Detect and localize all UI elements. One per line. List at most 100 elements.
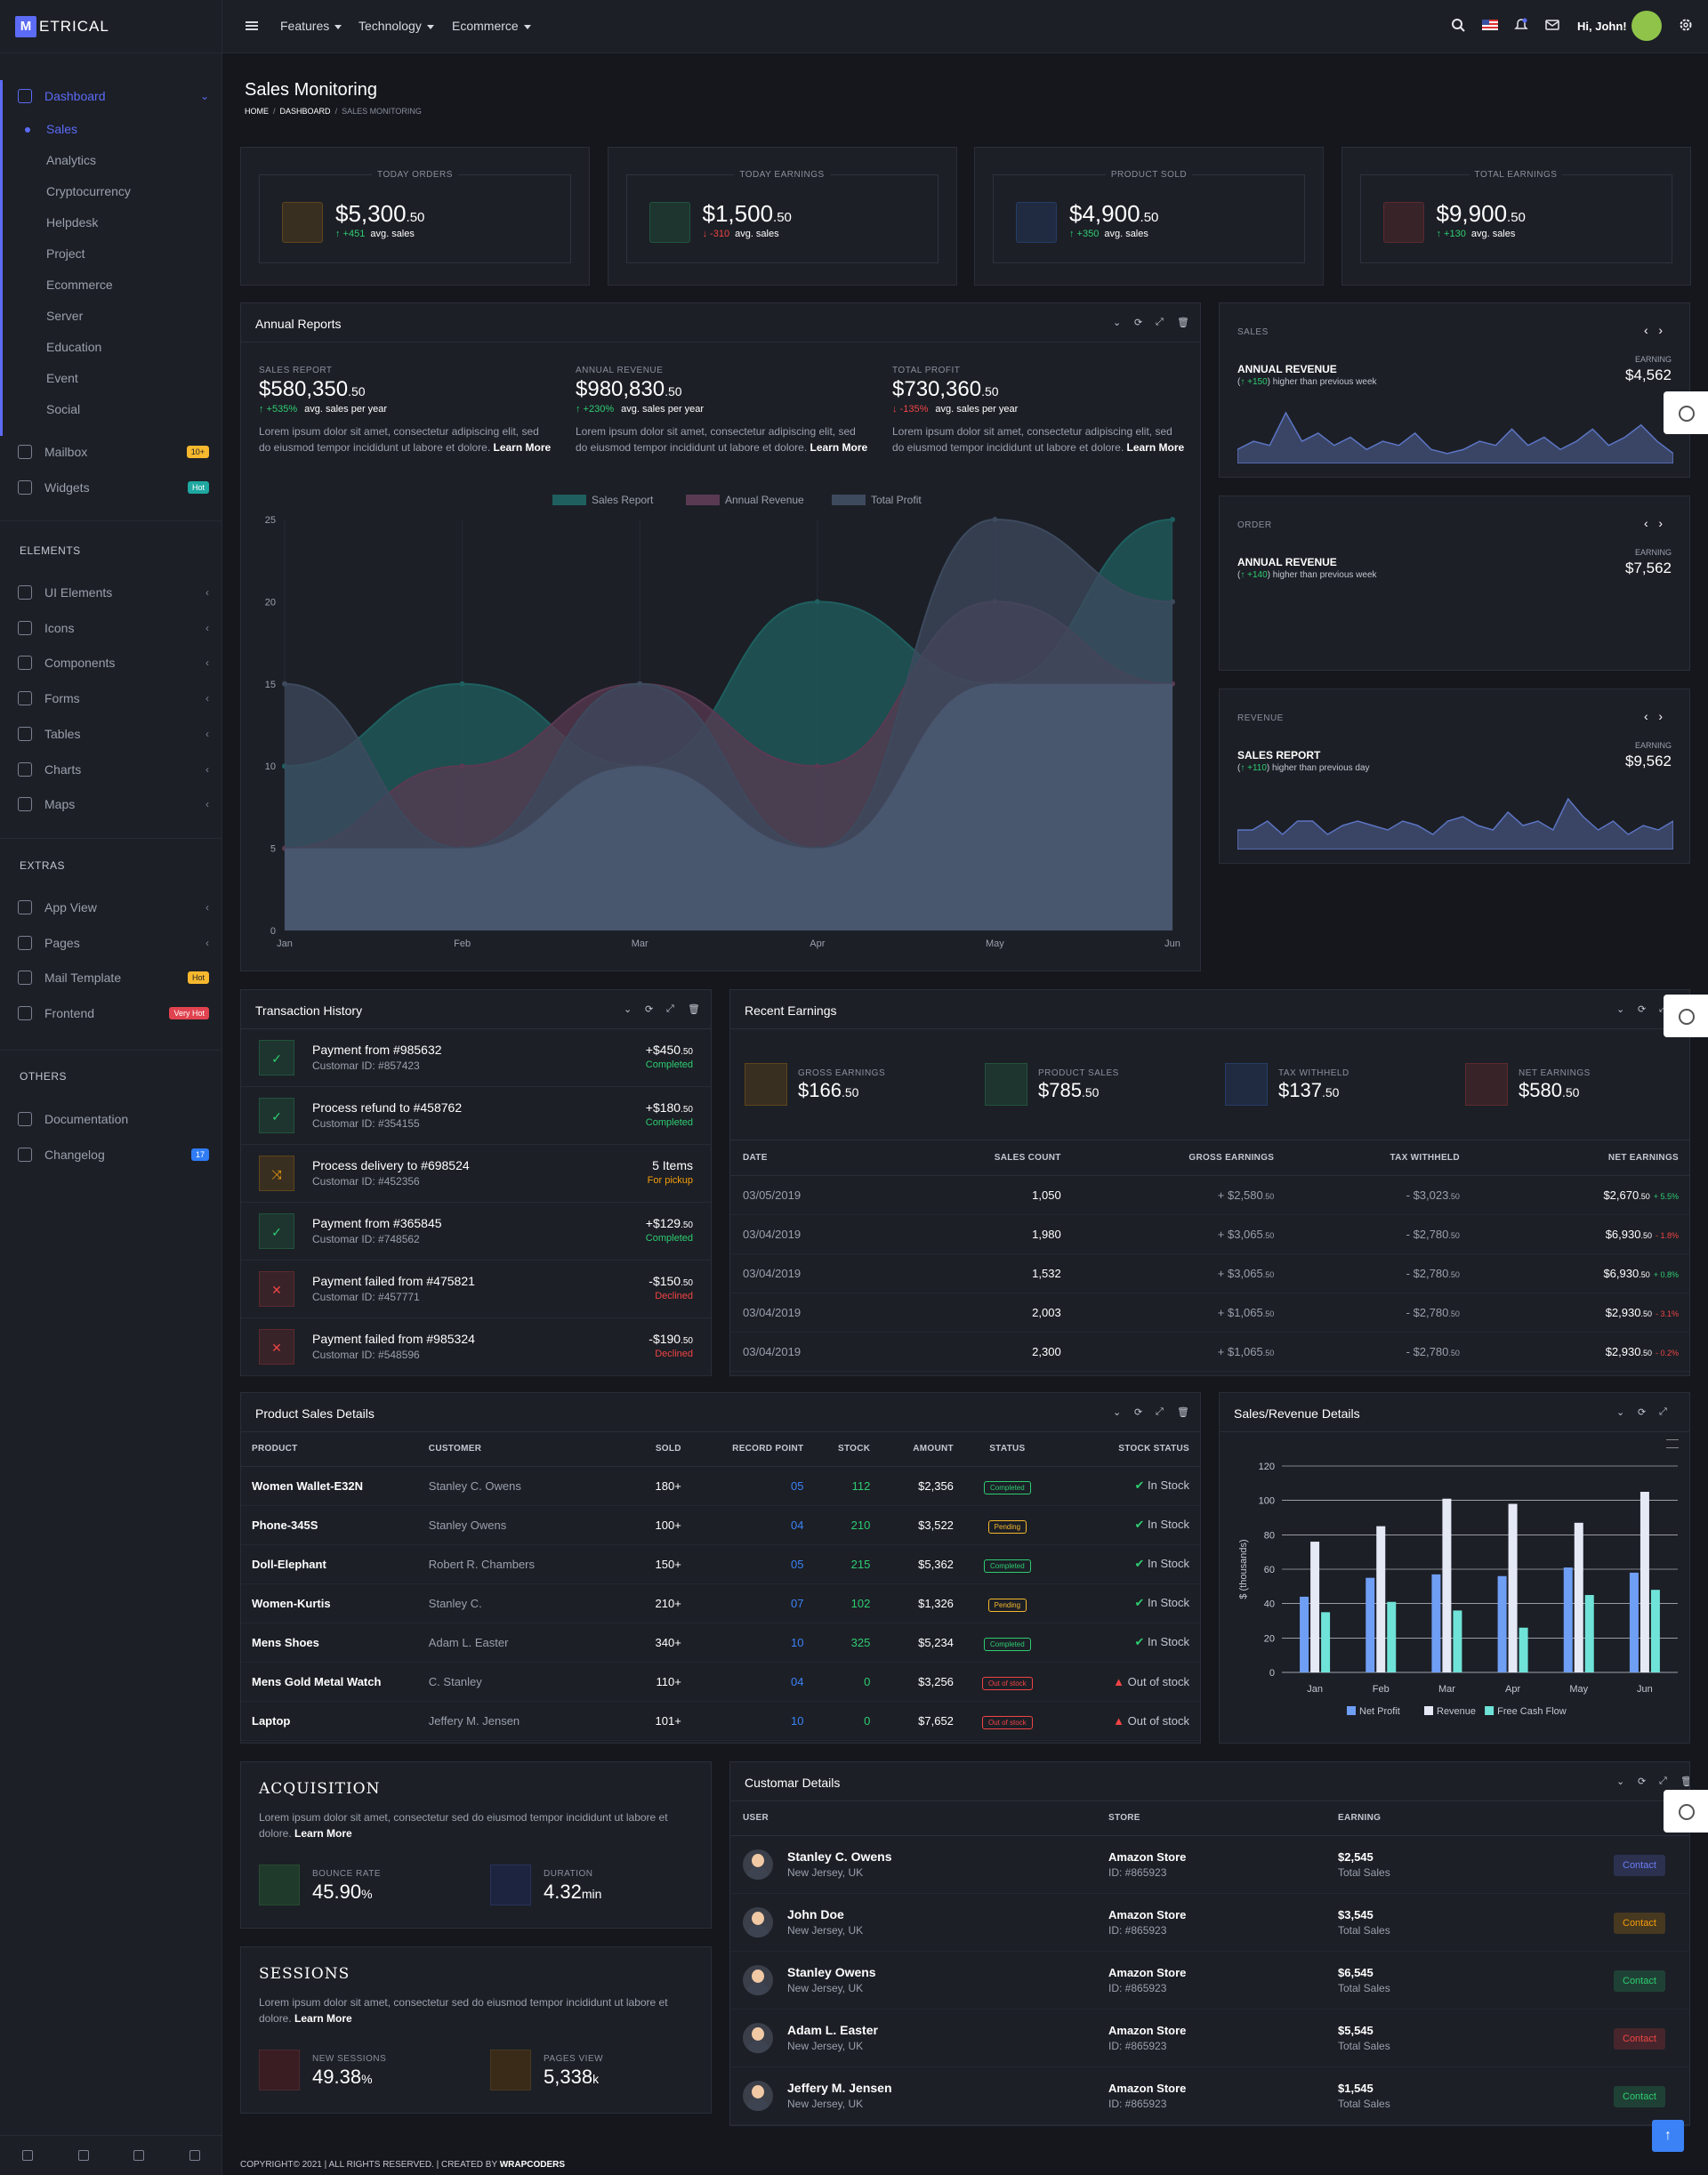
flag-us-icon[interactable] <box>1482 20 1498 30</box>
table-row[interactable]: Laptop Jeffery M. Jensen 101+ 10 0 $7,652 Out … <box>241 1701 1200 1741</box>
column-header[interactable]: USER <box>730 1801 1108 1836</box>
chevron-down-icon[interactable]: ⌄ <box>1616 1407 1625 1418</box>
sidebar-subitem[interactable]: Cryptocurrency <box>46 184 131 198</box>
table-row[interactable]: 03/04/2019 1,980 + $3,065.50- $2,780.50 $6,… <box>730 1214 1689 1254</box>
trash-icon[interactable]: 🗑 <box>1177 1407 1189 1418</box>
learn-more-link[interactable]: Learn More <box>294 1827 352 1840</box>
table-row[interactable]: Doll-Elephant Robert R. Chambers 150+ 05 215… <box>241 1544 1200 1584</box>
sidebar-item-tables[interactable]: Tables ‹ <box>18 726 209 741</box>
contact-button[interactable]: Contact <box>1614 2086 1665 2107</box>
mail-icon[interactable] <box>77 2150 89 2161</box>
contact-button[interactable]: Contact <box>1614 1913 1665 1934</box>
table-row[interactable]: Women Wallet-E32N Stanley C. Owens 180+ 05 1… <box>241 1466 1200 1506</box>
sidebar-item-charts[interactable]: Charts ‹ <box>18 761 209 777</box>
chevron-down-icon[interactable]: ⌄ <box>624 1004 632 1015</box>
column-header[interactable]: PRODUCT <box>241 1432 429 1467</box>
expand-icon[interactable]: ⤢ <box>1659 1406 1667 1417</box>
contact-button[interactable]: Contact <box>1614 1855 1665 1876</box>
table-row[interactable]: Jeffery M. Jensen New Jersey, UK Amazon St… <box>730 2066 1689 2125</box>
sidebar-item-components[interactable]: Components ‹ <box>18 656 209 671</box>
user-icon[interactable] <box>22 2150 34 2161</box>
sidebar-subitem[interactable]: Event <box>46 371 78 385</box>
table-row[interactable]: Stanley Owens New Jersey, UK Amazon Store I… <box>730 1951 1689 2010</box>
sidebar-subitem[interactable]: Project <box>46 246 85 261</box>
learn-more-link[interactable]: Learn More <box>1126 441 1185 454</box>
column-header[interactable]: AMOUNT <box>870 1432 954 1467</box>
breadcrumb-home[interactable]: HOME <box>245 107 269 116</box>
breadcrumb-dashboard[interactable]: DASHBOARD <box>279 107 331 116</box>
learn-more-link[interactable]: Learn More <box>493 441 552 454</box>
logo[interactable]: M ETRICAL <box>0 0 222 53</box>
column-header[interactable]: DATE <box>730 1141 896 1176</box>
table-row[interactable]: Stanley C. Owens New Jersey, UK Amazon Sto… <box>730 1835 1689 1894</box>
sidebar-subitem[interactable]: Sales <box>46 122 78 136</box>
sidebar-item-mailbox[interactable]: Mailbox 10+ <box>18 445 209 459</box>
expand-icon[interactable]: ⤢ <box>1156 1406 1164 1417</box>
legend-label[interactable]: Free Cash Flow <box>1497 1706 1567 1717</box>
column-header[interactable]: NET EARNINGS <box>1459 1141 1689 1176</box>
column-header[interactable]: STOCK <box>803 1432 871 1467</box>
carousel-arrows[interactable]: ‹ › <box>1644 323 1663 337</box>
user-name[interactable]: John Doe <box>787 1907 844 1921</box>
expand-icon[interactable]: ⤢ <box>1156 317 1164 327</box>
sidebar-item-forms[interactable]: Forms ‹ <box>18 691 209 706</box>
avatar[interactable] <box>1631 11 1662 41</box>
settings-toggle[interactable] <box>1664 391 1708 434</box>
chevron-down-icon[interactable]: ⌄ <box>1113 1407 1122 1418</box>
menu-features[interactable]: Features <box>280 19 342 33</box>
bell-icon[interactable] <box>1514 18 1528 32</box>
table-row[interactable]: Mens Gold Metal Watch C. Stanley 110+ 04 0 $3… <box>241 1662 1200 1702</box>
scroll-top-button[interactable]: ↑ <box>1652 2120 1684 2152</box>
sidebar-item-mail-template[interactable]: Mail Template Hot <box>18 971 209 986</box>
table-row[interactable]: Mens Shoes Adam L. Easter 340+ 10 325 $5,234 C… <box>241 1623 1200 1663</box>
list-item[interactable]: ⤨ Process delivery to #698524 Customar ID:… <box>241 1145 711 1203</box>
table-row[interactable]: 03/04/2019 2,003 + $1,065.50- $2,780.50 $2,… <box>730 1293 1689 1333</box>
learn-more-link[interactable]: Learn More <box>810 441 868 454</box>
column-header[interactable]: GROSS EARNINGS <box>1060 1141 1275 1176</box>
column-header[interactable]: TAX WITHHELD <box>1274 1141 1460 1176</box>
legend-label[interactable]: Revenue <box>1437 1706 1476 1717</box>
column-header[interactable]: STOCK STATUS <box>1060 1432 1200 1467</box>
table-row[interactable]: Adam L. Easter New Jersey, UK Amazon Store… <box>730 2009 1689 2067</box>
settings-toggle[interactable] <box>1664 995 1708 1037</box>
contact-button[interactable]: Contact <box>1614 1970 1665 1992</box>
sidebar-subitem[interactable]: Analytics <box>46 153 97 167</box>
sidebar-subitem[interactable]: Social <box>46 402 81 416</box>
chevron-down-icon[interactable]: ⌄ <box>1616 1004 1625 1015</box>
menu-technology[interactable]: Technology <box>359 19 434 33</box>
user-name[interactable]: Adam L. Easter <box>787 2023 878 2037</box>
table-row[interactable]: 03/04/2019 2,300 + $1,065.50- $2,780.50 $2,… <box>730 1332 1689 1372</box>
expand-icon[interactable]: ⤢ <box>1659 1003 1668 1014</box>
sidebar-subitem[interactable]: Education <box>46 340 102 354</box>
carousel-arrows[interactable]: ‹ › <box>1644 709 1663 723</box>
refresh-icon[interactable]: ⟳ <box>1134 1407 1143 1418</box>
sidebar-item-documentation[interactable]: Documentation <box>18 1112 209 1126</box>
column-header[interactable]: RECORD POINT <box>681 1432 804 1467</box>
table-row[interactable]: 03/05/2019 1,050 + $2,580.50- $3,023.50 $2,… <box>730 1175 1689 1215</box>
table-row[interactable]: Women-Kurtis Stanley C. 210+ 07 102 $1,326 Pen… <box>241 1583 1200 1623</box>
expand-icon[interactable]: ⤢ <box>1659 1776 1667 1786</box>
user-greeting[interactable]: Hi, John! <box>1577 20 1627 33</box>
search-icon[interactable] <box>1451 18 1465 32</box>
sidebar-item-frontend[interactable]: Frontend Very Hot <box>18 1006 209 1021</box>
table-row[interactable]: 03/04/2019 1,532 + $3,065.50- $2,780.50 $6,… <box>730 1253 1689 1293</box>
user-name[interactable]: Jeffery M. Jensen <box>787 2081 892 2095</box>
sidebar-subitem[interactable]: Server <box>46 309 84 323</box>
column-header[interactable]: SALES COUNT <box>895 1141 1061 1176</box>
contact-button[interactable]: Contact <box>1614 2028 1665 2050</box>
sidebar-item-pages[interactable]: Pages ‹ <box>18 935 209 950</box>
sidebar-item-widgets[interactable]: Widgets Hot <box>18 480 209 495</box>
menu-toggle-icon[interactable] <box>246 21 258 30</box>
list-item[interactable]: ✓ Process refund to #458762 Customar ID: #… <box>241 1087 711 1145</box>
sidebar-item-maps[interactable]: Maps ‹ <box>18 797 209 812</box>
column-header[interactable]: EARNING <box>1338 1801 1614 1836</box>
refresh-icon[interactable]: ⟳ <box>645 1004 654 1015</box>
refresh-icon[interactable]: ⟳ <box>1638 1407 1647 1418</box>
list-item[interactable]: ✕ Payment failed from #985324 Customar ID:… <box>241 1318 711 1376</box>
chevron-down-icon[interactable]: ⌄ <box>1113 318 1122 328</box>
logout-icon[interactable] <box>189 2150 200 2161</box>
gear-icon[interactable] <box>1679 18 1693 32</box>
sidebar-item-icons[interactable]: Icons ‹ <box>18 620 209 635</box>
sidebar-item-ui-elements[interactable]: UI Elements ‹ <box>18 585 209 600</box>
legend-label[interactable]: Net Profit <box>1359 1706 1400 1717</box>
